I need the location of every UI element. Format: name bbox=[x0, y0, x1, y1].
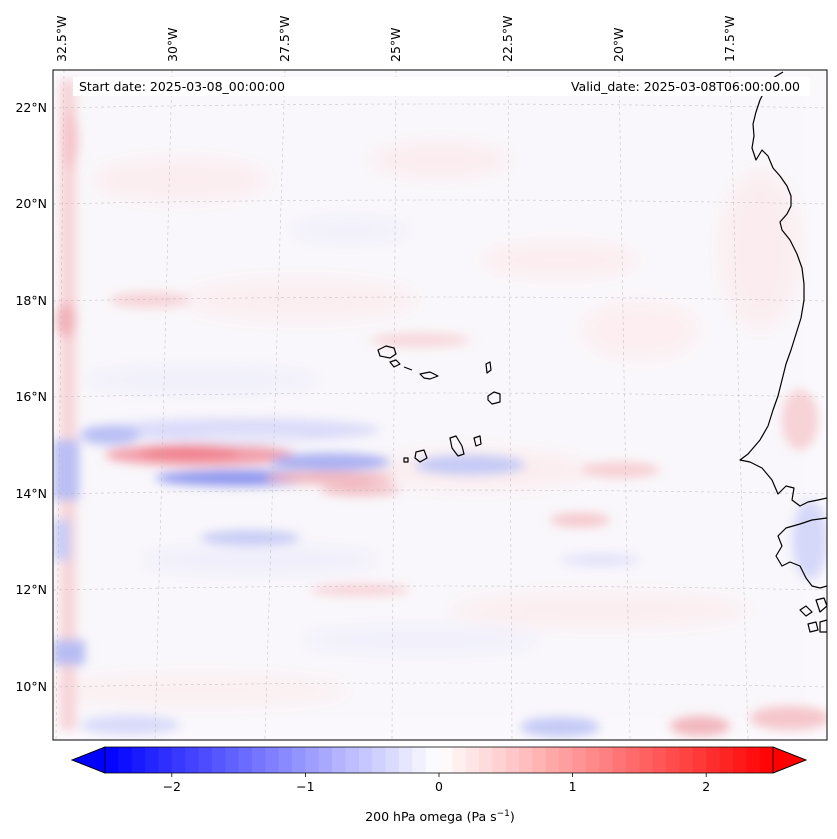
colorbar-step bbox=[318, 747, 333, 773]
colorbar-step bbox=[158, 747, 173, 773]
valid-date-label: Valid_date: 2025-03-08T06:00:00.00 bbox=[571, 79, 800, 94]
colorbar-step bbox=[692, 747, 707, 773]
colorbar-step bbox=[559, 747, 574, 773]
map-frame bbox=[52, 69, 828, 741]
fogo-island bbox=[414, 449, 428, 463]
longitude-labels: 32.5°W 30°W 27.5°W 25°W 22.5°W 20°W 17.5… bbox=[54, 16, 737, 62]
colorbar-tick-label: 0 bbox=[435, 779, 443, 794]
lon-label-32-5w: 32.5°W bbox=[54, 16, 69, 62]
colorbar-step bbox=[105, 747, 119, 773]
colorbar-step bbox=[666, 747, 680, 773]
sao-vicente-island bbox=[389, 359, 401, 368]
colorbar-step bbox=[492, 747, 507, 773]
colorbar-step bbox=[372, 747, 387, 773]
colorbar-step bbox=[198, 747, 213, 773]
colorbar-step bbox=[746, 747, 761, 773]
lon-label-20w: 20°W bbox=[611, 27, 626, 62]
colorbar-step bbox=[759, 747, 774, 773]
colorbar-step bbox=[251, 747, 266, 773]
colorbar-outline bbox=[70, 746, 808, 774]
colorbar-step bbox=[626, 747, 640, 773]
colorbar-step bbox=[345, 747, 360, 773]
colorbar-step bbox=[412, 747, 427, 773]
colorbar-step bbox=[706, 747, 721, 773]
lat-label-20n: 20°N bbox=[15, 196, 47, 211]
colorbar-step bbox=[532, 747, 547, 773]
colorbar-step bbox=[332, 747, 346, 773]
colorbar-step bbox=[519, 747, 534, 773]
colorbar-ticks: −2 −1 0 1 2 bbox=[163, 773, 710, 794]
graticule bbox=[53, 70, 827, 740]
colorbar-label: 200 hPa omega (Pa s−1) bbox=[365, 809, 515, 824]
lon-label-22-5w: 22.5°W bbox=[500, 16, 515, 62]
land-outlines bbox=[377, 71, 827, 633]
colorbar-step bbox=[225, 747, 240, 773]
lon-label-27-5w: 27.5°W bbox=[277, 16, 292, 62]
colorbar-step bbox=[505, 747, 520, 773]
colorbar-step bbox=[732, 747, 747, 773]
africa-coastline bbox=[739, 71, 827, 507]
colorbar-step bbox=[572, 747, 587, 773]
lat-label-18n: 18°N bbox=[15, 293, 47, 308]
santiago-island bbox=[449, 435, 465, 457]
colorbar-step bbox=[238, 747, 253, 773]
brava-island bbox=[403, 457, 409, 463]
colorbar-step bbox=[145, 747, 159, 773]
colorbar-step bbox=[292, 747, 306, 773]
colorbar-step bbox=[585, 747, 600, 773]
lon-label-25w: 25°W bbox=[388, 27, 403, 62]
date-info-bar bbox=[73, 77, 810, 96]
boa-vista-island bbox=[487, 391, 501, 405]
map-plot-area: Start date: 2025-03-08_00:00:00 Valid_da… bbox=[52, 69, 828, 741]
lon-label-17-5w: 17.5°W bbox=[722, 16, 737, 62]
colorbar-step bbox=[639, 747, 654, 773]
lat-label-14n: 14°N bbox=[15, 486, 47, 501]
colorbar-step bbox=[425, 747, 440, 773]
colorbar-step bbox=[211, 747, 226, 773]
colorbar-extend-min bbox=[70, 746, 106, 774]
sal-island bbox=[485, 361, 492, 374]
colorbar-step bbox=[278, 747, 293, 773]
lat-label-22n: 22°N bbox=[15, 100, 47, 115]
colorbar-step bbox=[679, 747, 694, 773]
colorbar-step bbox=[185, 747, 200, 773]
colorbar-tick-label: 1 bbox=[569, 779, 577, 794]
colorbar-step bbox=[479, 747, 493, 773]
lat-label-12n: 12°N bbox=[15, 582, 47, 597]
colorbar-step bbox=[719, 747, 734, 773]
latitude-labels: 22°N 20°N 18°N 16°N 14°N 12°N 10°N bbox=[15, 100, 47, 694]
bijagos-islands bbox=[799, 597, 827, 633]
start-date-label: Start date: 2025-03-08_00:00:00 bbox=[79, 79, 285, 94]
colorbar-step bbox=[385, 747, 400, 773]
guinea-bissau-coast bbox=[775, 517, 827, 589]
omega-field bbox=[53, 70, 827, 740]
maio-island bbox=[473, 435, 482, 447]
lat-label-10n: 10°N bbox=[15, 679, 47, 694]
colorbar-step bbox=[452, 747, 467, 773]
colorbar-step bbox=[599, 747, 614, 773]
colorbar-step bbox=[545, 747, 560, 773]
colorbar-step bbox=[652, 747, 667, 773]
lon-label-30w: 30°W bbox=[165, 27, 180, 62]
colorbar-step bbox=[265, 747, 280, 773]
colorbar-step bbox=[305, 747, 320, 773]
colorbar-gradient bbox=[105, 747, 774, 773]
colorbar-step bbox=[398, 747, 413, 773]
colorbar-step bbox=[439, 747, 453, 773]
santo-antao-island bbox=[377, 345, 397, 359]
colorbar-step bbox=[171, 747, 186, 773]
colorbar-tick-label: 2 bbox=[702, 779, 710, 794]
lat-label-16n: 16°N bbox=[15, 389, 47, 404]
colorbar-extend-max bbox=[772, 746, 808, 774]
colorbar-tick-label: −1 bbox=[296, 779, 314, 794]
colorbar-step bbox=[118, 747, 133, 773]
colorbar-step bbox=[358, 747, 373, 773]
colorbar-tick-label: −2 bbox=[163, 779, 181, 794]
sao-nicolau-island bbox=[403, 366, 439, 380]
colorbar-step bbox=[612, 747, 627, 773]
colorbar-step bbox=[465, 747, 480, 773]
colorbar: −2 −1 0 1 2 200 hPa omega (Pa s−1) bbox=[70, 746, 808, 824]
colorbar-step bbox=[131, 747, 146, 773]
